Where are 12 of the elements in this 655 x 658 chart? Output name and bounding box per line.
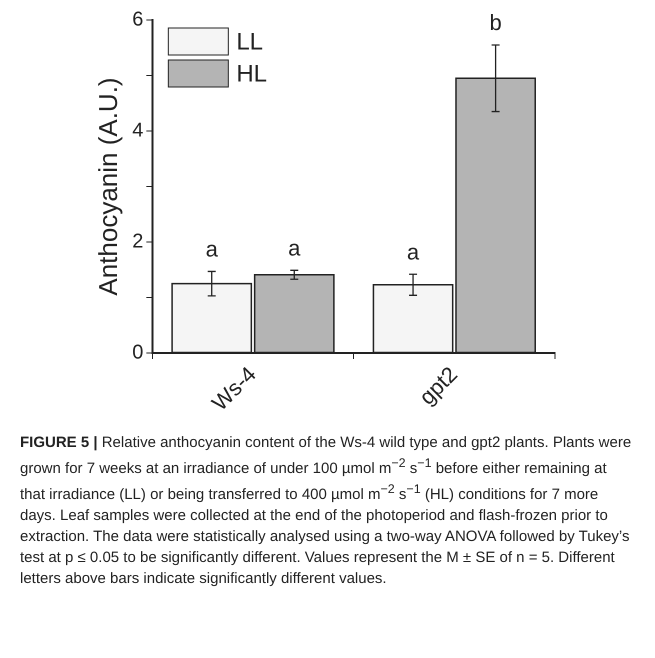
y-axis-title: Anthocyanin (A.U.) [92,77,123,296]
annotation: a [288,235,302,260]
y-tick-label: 0 [132,342,144,364]
annotation: a [206,236,219,262]
y-tick-label: 2 [132,230,144,253]
text: FIGURE 5 | Relative anthocyanin content of the Ws-4 wild type and gpt2 plants. Plants were grown for 7 weeks at an irradiance of under 100 µmol m$^{−2}$ s$^{−1}$ before either remaining at that irradiance (LL) or being transferred to 400 µmol m$^{−2}$ s$^{−1}$ (HL) conditions for 7 more days. Leaf samples were collected at the end of the photoperiod and flash-frozen prior to extraction. The data were statistically analysed using a two-way ANOVA followed by Tukey’s test at p ≤ 0.05 to be significantly different. Values represent the M ± SE of n = 5. Different letters above bars indicate significantly different values. [20,434,632,587]
y-tick-label: 6 [132,8,144,31]
legend-label: LL [236,28,264,56]
annotation: b [489,10,502,36]
y-tick-label: 4 [132,120,144,142]
legend-label: HL [236,60,268,88]
annotation: a [406,239,420,264]
